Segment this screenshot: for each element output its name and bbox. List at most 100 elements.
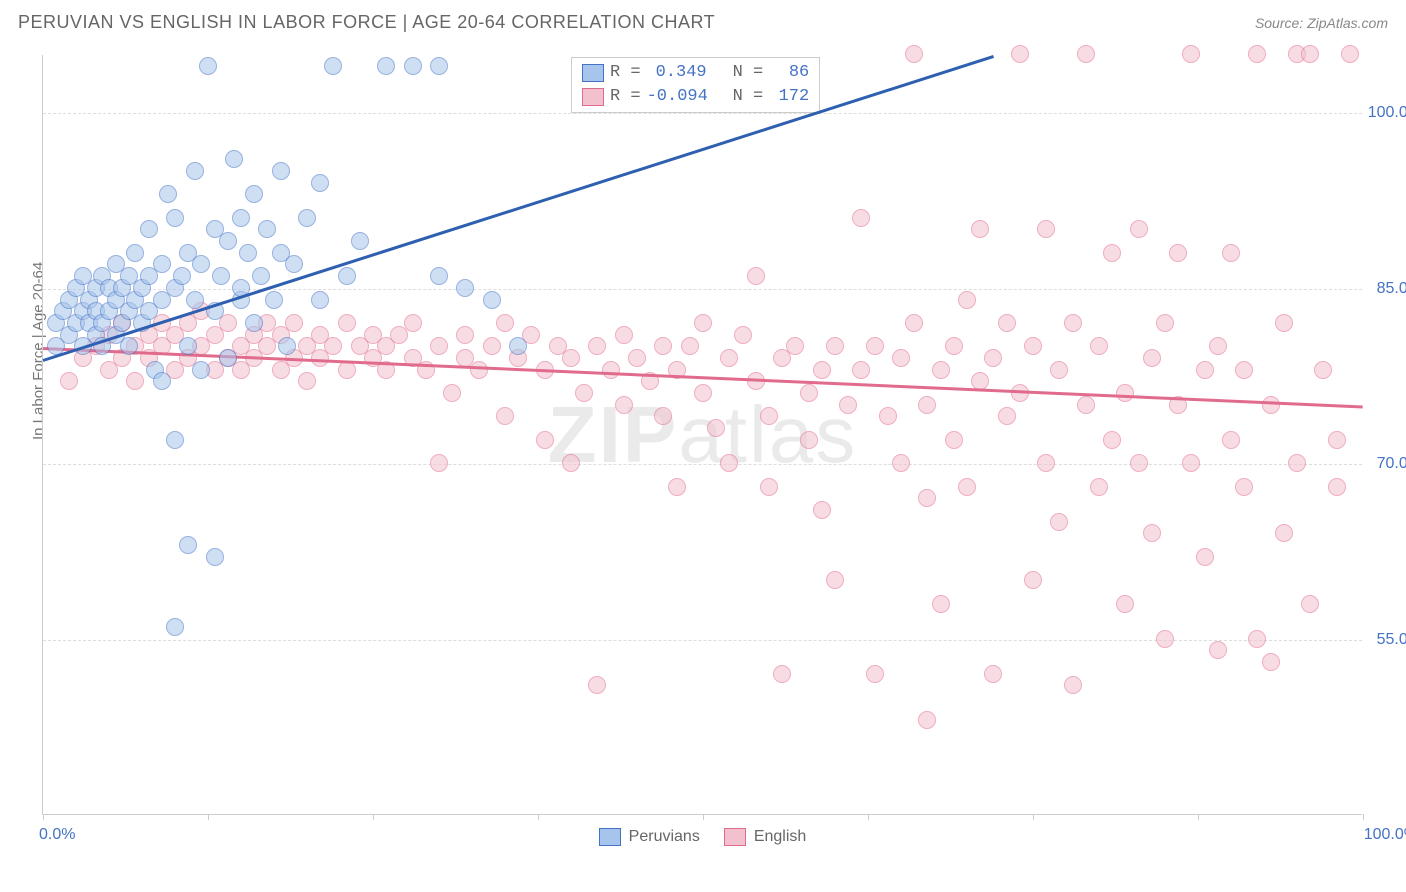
- stat-n-label: N =: [733, 85, 764, 109]
- data-point: [984, 665, 1002, 683]
- x-tick: [208, 814, 209, 820]
- x-tick: [1033, 814, 1034, 820]
- data-point: [173, 267, 191, 285]
- data-point: [958, 478, 976, 496]
- data-point: [126, 372, 144, 390]
- data-point: [1130, 454, 1148, 472]
- data-point: [866, 665, 884, 683]
- legend: Peruvians English: [43, 828, 1362, 846]
- data-point: [179, 337, 197, 355]
- data-point: [958, 291, 976, 309]
- data-point: [166, 209, 184, 227]
- data-point: [199, 57, 217, 75]
- data-point: [575, 384, 593, 402]
- source-label: Source: ZipAtlas.com: [1255, 15, 1388, 31]
- data-point: [813, 501, 831, 519]
- data-point: [1116, 384, 1134, 402]
- data-point: [1116, 595, 1134, 613]
- data-point: [245, 185, 263, 203]
- data-point: [1235, 361, 1253, 379]
- data-point: [945, 337, 963, 355]
- data-point: [126, 244, 144, 262]
- data-point: [140, 220, 158, 238]
- data-point: [470, 361, 488, 379]
- data-point: [192, 361, 210, 379]
- data-point: [324, 57, 342, 75]
- data-point: [1011, 45, 1029, 63]
- data-point: [186, 162, 204, 180]
- x-tick: [703, 814, 704, 820]
- data-point: [206, 548, 224, 566]
- legend-label-peruvians: Peruvians: [629, 828, 700, 846]
- data-point: [747, 267, 765, 285]
- data-point: [1288, 454, 1306, 472]
- data-point: [615, 396, 633, 414]
- data-point: [1301, 45, 1319, 63]
- data-point: [707, 419, 725, 437]
- data-point: [998, 314, 1016, 332]
- data-point: [1196, 361, 1214, 379]
- data-point: [852, 361, 870, 379]
- chart-title: PERUVIAN VS ENGLISH IN LABOR FORCE | AGE…: [18, 12, 715, 33]
- data-point: [456, 279, 474, 297]
- x-tick: [1198, 814, 1199, 820]
- stat-n-label: N =: [733, 61, 764, 85]
- y-tick-label: 70.0%: [1377, 455, 1406, 473]
- data-point: [239, 244, 257, 262]
- data-point: [694, 314, 712, 332]
- data-point: [265, 291, 283, 309]
- legend-label-english: English: [754, 828, 806, 846]
- data-point: [1077, 396, 1095, 414]
- data-point: [1024, 571, 1042, 589]
- stats-box: R = 0.349 N = 86 R = -0.094 N = 172: [571, 57, 820, 113]
- data-point: [430, 57, 448, 75]
- data-point: [760, 478, 778, 496]
- data-point: [311, 291, 329, 309]
- data-point: [351, 232, 369, 250]
- data-point: [377, 57, 395, 75]
- data-point: [1090, 478, 1108, 496]
- data-point: [918, 396, 936, 414]
- data-point: [153, 255, 171, 273]
- data-point: [311, 174, 329, 192]
- stat-r-label: R =: [610, 85, 641, 109]
- data-point: [1262, 653, 1280, 671]
- data-point: [245, 314, 263, 332]
- data-point: [984, 349, 1002, 367]
- data-point: [278, 337, 296, 355]
- data-point: [813, 361, 831, 379]
- data-point: [1064, 676, 1082, 694]
- data-point: [628, 349, 646, 367]
- x-tick: [1363, 814, 1364, 820]
- data-point: [1103, 244, 1121, 262]
- data-point: [1314, 361, 1332, 379]
- data-point: [562, 349, 580, 367]
- data-point: [760, 407, 778, 425]
- y-tick-label: 85.0%: [1377, 280, 1406, 298]
- stat-n-english: 172: [769, 85, 809, 109]
- data-point: [285, 314, 303, 332]
- stats-row-english: R = -0.094 N = 172: [582, 85, 809, 109]
- data-point: [1222, 244, 1240, 262]
- legend-item-english: English: [724, 828, 806, 846]
- data-point: [1169, 244, 1187, 262]
- data-point: [338, 267, 356, 285]
- data-point: [153, 372, 171, 390]
- stat-r-peruvians: 0.349: [647, 61, 707, 85]
- data-point: [430, 267, 448, 285]
- data-point: [186, 291, 204, 309]
- data-point: [219, 349, 237, 367]
- data-point: [219, 232, 237, 250]
- data-point: [1341, 45, 1359, 63]
- data-point: [971, 220, 989, 238]
- data-point: [60, 372, 78, 390]
- stat-n-peruvians: 86: [769, 61, 809, 85]
- data-point: [1209, 641, 1227, 659]
- data-point: [681, 337, 699, 355]
- data-point: [179, 536, 197, 554]
- data-point: [1130, 220, 1148, 238]
- data-point: [120, 337, 138, 355]
- data-point: [588, 676, 606, 694]
- x-tick: [43, 814, 44, 820]
- data-point: [1156, 314, 1174, 332]
